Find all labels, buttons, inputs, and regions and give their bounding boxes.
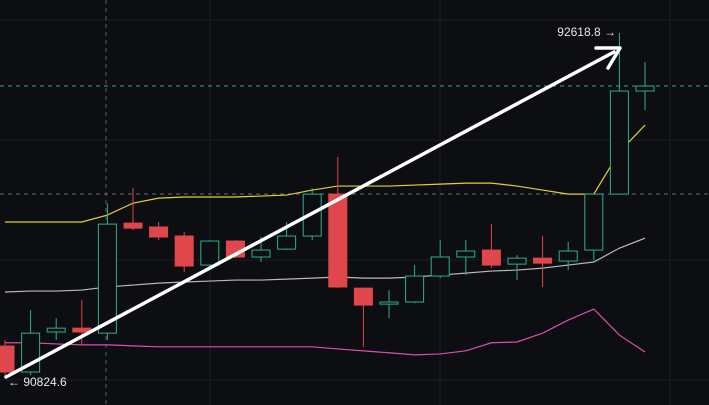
candle-body [609,90,629,195]
candle-body [558,250,578,262]
candle-body [379,301,399,305]
candle-body [533,257,553,264]
low-label: ← 90824.6 [8,375,67,389]
candle-body [584,193,604,251]
candle-body [481,249,501,266]
candle-body [328,193,348,288]
candle-body [405,275,425,303]
candle-body [0,345,15,373]
candle-body [123,222,143,229]
candle-body [507,257,527,265]
candle-body [430,256,450,277]
candle-body [277,235,297,250]
arrow-shaft [4,50,616,379]
arrow-head [594,46,622,70]
candle-body [635,85,655,92]
indicator-line [5,124,646,223]
candle-body [200,240,220,266]
candle-body [456,250,476,258]
candle-body [251,249,271,258]
candle-body [353,287,373,306]
plot [0,33,655,379]
candle-body [46,327,66,333]
candle-body [174,235,194,267]
candle-body [149,226,169,238]
high-label: 92618.8 → [557,25,616,39]
trend-arrow [4,46,622,379]
candle-body [97,223,117,334]
indicator-line [5,308,646,356]
